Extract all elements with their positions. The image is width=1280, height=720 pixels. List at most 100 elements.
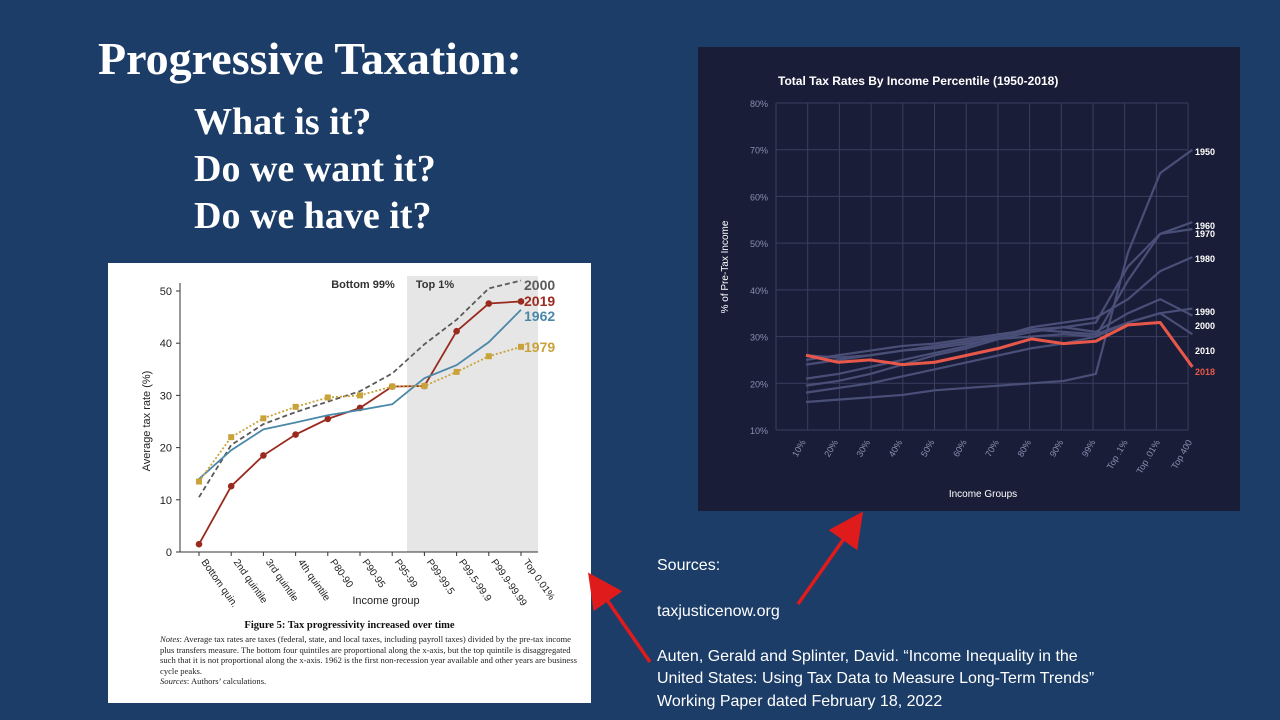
y-tick-label: 30	[160, 390, 172, 402]
series-1979-point	[518, 343, 524, 350]
y-tick-label: 20	[160, 443, 172, 455]
series-1979-point	[292, 403, 299, 410]
series-2019-point	[324, 415, 332, 423]
y-tick-label: 20%	[750, 379, 768, 389]
question-2: Do we want it?	[194, 148, 436, 190]
region-label-bottom-99: Bottom 99%	[331, 279, 395, 291]
y-tick-label: 50	[160, 286, 172, 298]
series-1979-point	[485, 353, 492, 360]
series-1979-label: 1979	[524, 339, 555, 355]
y-tick-label: 10%	[750, 426, 768, 436]
series-2018-label: 2018	[1195, 367, 1215, 377]
x-tick-label: 10%	[790, 438, 808, 459]
total-tax-rates-chart: Total Tax Rates By Income Percentile (19…	[720, 74, 1215, 500]
x-tick-label: Top .01%	[1135, 438, 1162, 476]
series-1962-label: 1962	[524, 308, 555, 324]
x-tick-label: P95-99	[392, 557, 420, 590]
series-2019-point	[227, 482, 235, 490]
y-tick-label: 50%	[750, 239, 768, 249]
citation-line-1: Auten, Gerald and Splinter, David. “Inco…	[657, 648, 1078, 665]
y-tick-label: 60%	[750, 192, 768, 202]
x-tick-label: 90%	[1048, 438, 1066, 459]
series-2018-line	[805, 321, 1194, 368]
series-2010-label: 2010	[1195, 346, 1215, 356]
series-1979-point	[260, 415, 267, 422]
top-1-percent-shading	[407, 276, 538, 552]
x-tick-label: 50%	[919, 438, 937, 459]
citation-line-2: United States: Using Tax Data to Measure…	[657, 670, 1095, 687]
series-2000-label: 2000	[1195, 321, 1215, 331]
series-2019-label: 2019	[524, 293, 555, 309]
series-2019-point	[517, 298, 525, 305]
y-tick-label: 0	[166, 547, 172, 559]
x-tick-label: Top 400	[1169, 438, 1194, 471]
x-tick-label: 30%	[854, 438, 872, 459]
x-tick-label: P99.5-99.9	[456, 557, 493, 604]
series-1950-label: 1950	[1195, 147, 1215, 157]
series-2010-line	[805, 312, 1194, 359]
x-tick-label: Top .1%	[1105, 438, 1130, 471]
series-2000-line	[805, 298, 1193, 362]
series-1970-line	[805, 228, 1193, 387]
region-label-top-1: Top 1%	[416, 279, 455, 291]
sources-label: Sources	[160, 676, 187, 687]
x-tick-label: Top 0.01%	[521, 557, 557, 602]
tax-progressivity-chart: Bottom 99% Top 1% 0 10 20 30 40 50 Average tax r…	[141, 276, 557, 610]
series-2019-point	[292, 431, 299, 438]
series-1979-point	[228, 434, 235, 441]
series-2019-point	[195, 540, 203, 548]
figure-caption-notes: Notes: Average tax rates are taxes (fede…	[160, 634, 578, 687]
source-link[interactable]: taxjusticenow.org	[657, 603, 780, 620]
notes-label: Notes	[160, 634, 180, 644]
series-1979-point	[389, 383, 396, 390]
y-tick-label: 40	[160, 338, 172, 350]
y-tick-label: 80%	[750, 99, 768, 109]
series-1960-line	[805, 221, 1193, 394]
sources-note-text: : Authors’ calculations.	[186, 676, 267, 687]
series-2019-point	[260, 452, 267, 459]
series-1950-line	[805, 148, 1194, 404]
y-tick-label: 70%	[750, 146, 768, 156]
question-1: What is it?	[194, 101, 372, 143]
x-axis-label: Income group	[352, 595, 419, 607]
y-tick-label: 30%	[750, 333, 768, 343]
series-2000-line	[198, 279, 522, 498]
series-1979-point	[324, 394, 331, 401]
series-2019-point	[485, 300, 493, 307]
x-tick-label: 60%	[951, 438, 969, 459]
series-1979-point	[421, 383, 428, 390]
y-tick-label: 40%	[750, 286, 768, 296]
x-tick-label: 20%	[822, 438, 840, 459]
figure-caption-title: Figure 5: Tax progressivity increased ov…	[244, 620, 455, 631]
series-1979-point	[196, 478, 202, 485]
x-tick-label: 99%	[1080, 438, 1098, 459]
notes-text: : Average tax rates are taxes (federal, …	[160, 634, 577, 676]
x-tick-label: 80%	[1015, 438, 1033, 459]
figure-5-panel: Bottom 99% Top 1% 0 10 20 30 40 50 Average tax r…	[108, 263, 591, 703]
arrow-to-left-figure	[588, 572, 652, 663]
series-1979-point	[357, 392, 363, 399]
citation-line-3: Working Paper dated February 18, 2022	[657, 693, 943, 710]
x-tick-label: 70%	[983, 438, 1001, 459]
series-1962-line	[198, 309, 522, 480]
x-tick-label: P80-90	[327, 557, 355, 590]
series-1980-label: 1980	[1195, 254, 1215, 264]
x-tick-label: 40%	[887, 438, 905, 459]
arrow-to-right-figure	[796, 511, 864, 606]
series-2000-label: 2000	[524, 277, 555, 293]
chart-title: Total Tax Rates By Income Percentile (19…	[778, 74, 1058, 88]
series-1979-point	[453, 368, 460, 375]
y-tick-label: 10	[160, 495, 172, 507]
x-tick-label: P90-95	[360, 557, 388, 590]
y-axis-label: Average tax rate (%)	[141, 371, 153, 472]
tax-rates-panel: Total Tax Rates By Income Percentile (19…	[698, 47, 1240, 511]
x-axis-label: Income Groups	[949, 489, 1017, 500]
series-1970-label: 1970	[1195, 229, 1215, 239]
x-tick-label: P99-99.5	[424, 557, 457, 597]
y-axis-label: % of Pre-Tax Income	[720, 220, 731, 313]
sources-heading: Sources:	[657, 557, 721, 574]
series-1990-label: 1990	[1195, 307, 1215, 317]
slide-title: Progressive Taxation:	[98, 33, 522, 84]
series-1960-label: 1960	[1195, 221, 1215, 231]
